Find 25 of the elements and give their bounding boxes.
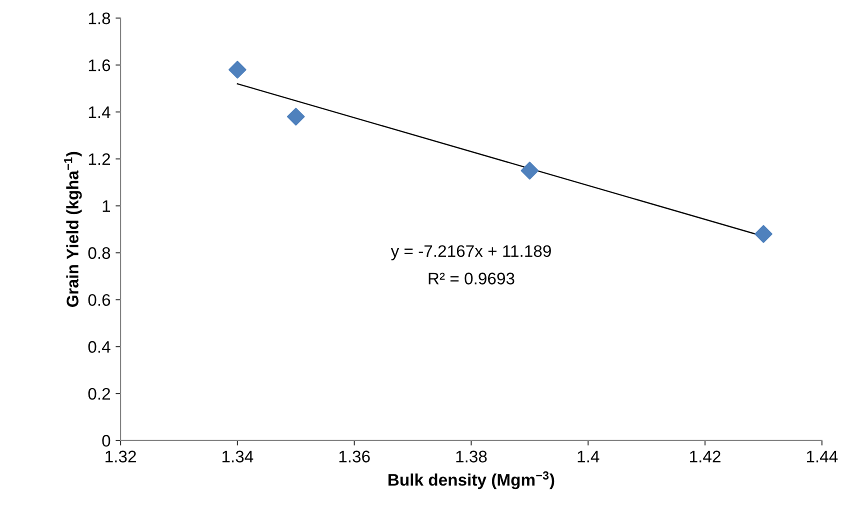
x-tick-label: 1.34 — [222, 450, 254, 462]
x-tick-label: 1.4 — [578, 450, 600, 462]
point — [754, 225, 772, 243]
x-tick-label: 1.36 — [339, 450, 370, 462]
x-tick-label: 1.38 — [456, 450, 487, 462]
x-tick-label: 1.44 — [806, 450, 838, 462]
y-tick-label: 0.4 — [88, 341, 110, 353]
point — [520, 162, 539, 180]
y-tick-label: 1.4 — [88, 106, 110, 118]
y-tick-label: 0 — [102, 434, 110, 447]
y-tick-label: 0.6 — [88, 294, 110, 306]
y-axis-title: Grain Yield (kgha$^{−1}$) — [64, 152, 82, 307]
annotation: y = -7.2167x + 11.189 — [390, 245, 551, 260]
x-tick-label: 1.32 — [106, 450, 136, 462]
y-tick-label: 1.6 — [88, 59, 110, 72]
annotation: R² = 0.9693 — [428, 272, 514, 284]
point — [286, 108, 305, 126]
x-axis-title: Bulk density (Mgm$^{−3}$) — [388, 471, 554, 490]
y-tick-label: 1 — [102, 200, 110, 212]
y-tick-label: 0.8 — [88, 247, 110, 259]
y-tick-label: 0.2 — [88, 388, 110, 400]
y-tick-label: 1.8 — [88, 12, 110, 24]
point — [228, 60, 246, 79]
x-tick-label: 1.42 — [690, 450, 720, 462]
y-tick-label: 1.2 — [88, 153, 110, 165]
